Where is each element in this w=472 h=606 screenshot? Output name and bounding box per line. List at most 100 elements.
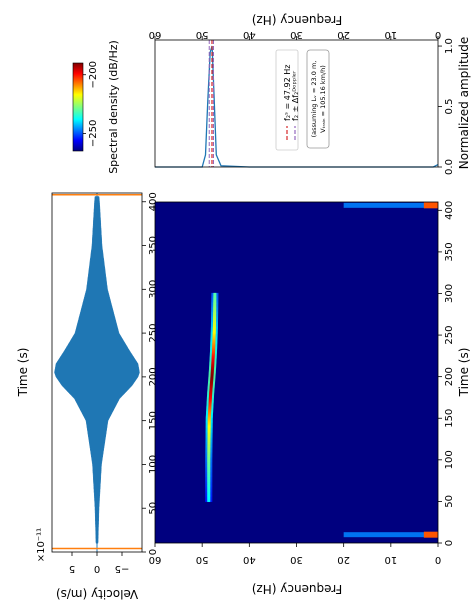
- spectrogram-ridge-core: [207, 500, 211, 503]
- spectrogram-ridge-core: [211, 361, 215, 364]
- spectrogram-ridge-core: [211, 366, 215, 368]
- spectrogram-ridge-core: [213, 314, 217, 316]
- spectrogram-ridge-core: [207, 420, 211, 422]
- velocity-time-tick-label: 150: [148, 411, 159, 430]
- spectrogram-ridge-core: [207, 467, 211, 469]
- spectrogram-ridge-core: [209, 386, 213, 389]
- spectrogram-background: [155, 202, 438, 543]
- spectrogram-ridge-core: [207, 478, 211, 480]
- colorbar-tick-label: −250: [88, 120, 99, 147]
- spectrogram-ridge-core: [210, 380, 214, 382]
- spectrogram-ridge-core: [209, 382, 213, 384]
- spectrogram-ridge-core: [207, 431, 211, 433]
- spectrogram-ridge-core: [213, 310, 217, 312]
- spectrogram-ridge-core: [212, 346, 216, 349]
- spectrogram-ridge-core: [213, 297, 217, 300]
- spectrogram-ridge-core: [207, 471, 211, 473]
- spectrogram-ridge-core: [208, 402, 212, 404]
- spectrogram-ridge-core: [209, 390, 213, 392]
- spectrogram-ridge-core: [207, 452, 211, 454]
- spectrogram-ridge-core: [207, 434, 211, 436]
- spectrogram-end-transient-band: [343, 202, 438, 208]
- spectrogram-ridge-core: [208, 401, 212, 403]
- spectrogram-ridge-core: [207, 426, 211, 428]
- velocity-time-tick-label: 50: [148, 502, 159, 515]
- annotation-line-2: Vₜᵣₐᵢₙ = 105.16 km/h): [319, 65, 327, 133]
- spectrogram-frequency-tick-label: 30: [290, 554, 303, 565]
- spectrogram-ridge-core: [207, 465, 211, 467]
- spectrogram-ridge-core: [212, 322, 216, 325]
- colorbar-label: Spectral density (dB/Hz): [107, 40, 120, 174]
- spectrogram-ridge-core: [212, 337, 216, 339]
- spectrogram-ridge-core: [208, 401, 212, 404]
- spectrogram-ridge-core: [211, 353, 215, 355]
- spectrogram-ridge-core: [207, 497, 211, 499]
- spectrogram-ridge-core: [212, 344, 216, 346]
- spectrogram-ridge-core: [207, 419, 211, 421]
- spectrogram-ridge-core: [213, 308, 217, 310]
- spectrogram-frequency-axis-label: Frequency (Hz): [252, 582, 343, 596]
- spectrogram-time-tick-label: 400: [444, 201, 455, 220]
- spectrogram-ridge-core: [212, 336, 216, 339]
- legend-center-label: f₂ˢ = 47.92 Hz: [283, 65, 292, 121]
- spectrogram-ridge-core: [211, 357, 215, 359]
- velocity-time-tick-label: 300: [148, 280, 159, 299]
- spectrogram-ridge-core: [207, 445, 211, 448]
- spectrogram-ridge-core: [212, 348, 216, 350]
- spectrogram-ridge-core: [211, 364, 215, 366]
- spectrogram-ridge-core: [213, 320, 217, 322]
- colorbar-ticks: −250 −200: [83, 61, 99, 147]
- spectrogram-ridge-core: [207, 487, 211, 489]
- spectrogram-ridge-core: [207, 481, 211, 483]
- velocity-series-layer: [52, 193, 142, 552]
- spectrogram-ridge-core: [213, 307, 217, 310]
- spectrogram-ridge-core: [212, 341, 216, 344]
- spectrogram-time-tick-label: 0: [444, 540, 455, 546]
- spectrum-legend: f₂ˢ = 47.92 Hz f₂ ± Δf₂ᴰᵒᵖᵖˡᵉʳ: [275, 49, 300, 151]
- spectrogram-ridge-core: [207, 415, 211, 418]
- colorbar-panel: −250 −200 Spectral density (dB/Hz): [72, 40, 120, 174]
- spectrogram-ridge-core: [213, 321, 217, 323]
- spectrogram-ridge-core: [207, 430, 211, 432]
- spectrogram-ridge-core: [208, 407, 212, 409]
- spectrogram-ridge-core: [213, 302, 217, 305]
- spectrogram-ridge-core: [212, 342, 216, 344]
- spectrogram-ridge-core: [208, 400, 212, 402]
- spectrogram-ridge-core: [207, 499, 211, 502]
- spectrogram-ridge-core: [207, 440, 211, 442]
- spectrogram-ridge-core: [207, 482, 211, 484]
- spectrogram-ridge-core: [207, 469, 211, 471]
- spectrogram-ridge-core: [212, 341, 216, 343]
- spectrogram-ridge-core: [207, 462, 211, 464]
- spectrogram-ridge-core: [208, 410, 212, 412]
- spectrogram-ridge-core: [208, 406, 212, 408]
- spectrum-amplitude-tick-label: 0.5: [444, 99, 455, 115]
- spectrogram-ridge-core: [211, 356, 215, 359]
- spectrogram-ridge-core: [210, 374, 214, 376]
- spectrogram-ridge-core: [210, 371, 214, 374]
- spectrogram-ridge-core: [207, 446, 211, 448]
- spectrogram-ridge-core: [207, 476, 211, 478]
- spectrogram-ridge-core: [207, 465, 211, 468]
- velocity-multiplier-label: ×10⁻¹¹: [36, 528, 47, 562]
- spectrogram-time-tick-label: 350: [444, 242, 455, 261]
- spectrogram-time-tick-label: 200: [444, 367, 455, 386]
- spectrogram-ridge-core: [207, 424, 211, 426]
- spectrogram-ridge-core: [208, 396, 212, 398]
- spectrogram-ridge-core: [207, 468, 211, 470]
- spectrogram-ridge-core: [213, 309, 217, 311]
- spectrogram-ridge-core: [209, 383, 213, 385]
- spectrogram-ridge-core: [207, 422, 211, 424]
- spectrogram-ridge-core: [207, 445, 211, 447]
- velocity-time-tick-label: 250: [148, 324, 159, 343]
- spectrogram-ridge-core: [211, 362, 215, 364]
- spectrogram-ridge-core: [207, 428, 211, 430]
- spectrogram-ridge-core: [207, 460, 211, 462]
- spectrogram-ridge-core: [207, 418, 211, 420]
- spectrogram-time-tick-label: 300: [444, 284, 455, 303]
- spectrogram-ridge-core: [207, 463, 211, 465]
- spectrogram-ridge-core: [207, 472, 211, 474]
- velocity-time-tick-label: 100: [148, 455, 159, 474]
